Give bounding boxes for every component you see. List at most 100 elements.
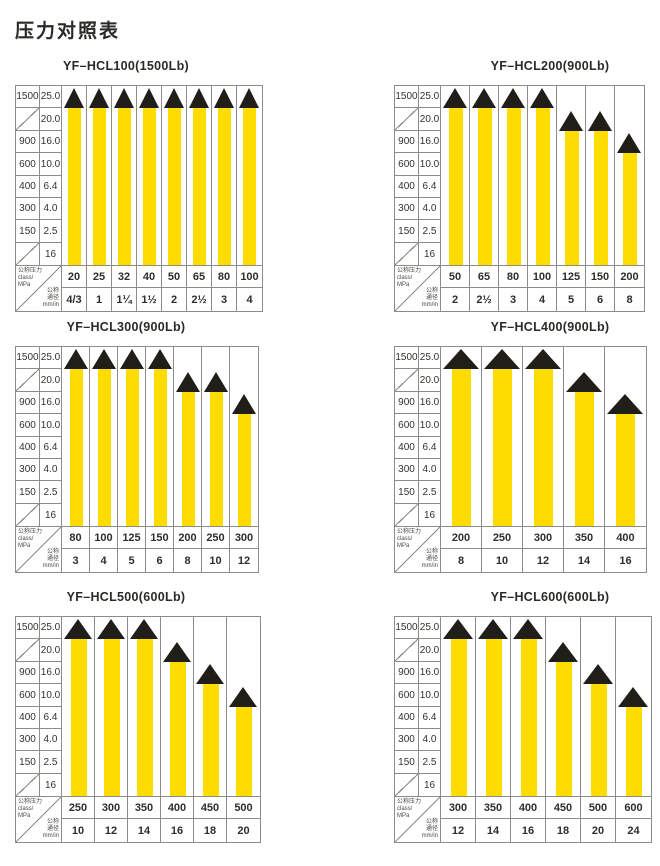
triangle-marker bbox=[64, 88, 84, 108]
pressure-value-cell: 80 bbox=[212, 265, 237, 288]
corner-diameter-label: 公称 通径 mm/in bbox=[422, 549, 438, 570]
diameter-value-cell: 1½ bbox=[137, 288, 162, 311]
pressure-class-tick-cell: 400 bbox=[16, 707, 40, 729]
diameter-value-cell: 4 bbox=[90, 549, 118, 572]
mpa-tick-cell: 4.0 bbox=[419, 198, 441, 220]
triangle-marker bbox=[617, 133, 641, 153]
corner-diameter-label: 公称 通径 mm/in bbox=[422, 819, 438, 840]
triangle-marker bbox=[583, 664, 613, 684]
pressure-class-tick-cell bbox=[395, 108, 419, 131]
bar-column bbox=[230, 347, 258, 526]
triangle-marker bbox=[588, 111, 612, 131]
pressure-class-tick-cell: 150 bbox=[395, 220, 419, 243]
triangle-marker bbox=[525, 349, 561, 369]
corner-diameter-label: 公称 通径 mm/in bbox=[43, 288, 59, 309]
mpa-tick-cell: 10.0 bbox=[419, 153, 441, 176]
triangle-marker bbox=[120, 349, 144, 369]
triangle-marker bbox=[92, 349, 116, 369]
bar-column bbox=[528, 86, 557, 265]
bar-column bbox=[87, 86, 112, 265]
chart-title: YF–HCL400(900Lb) bbox=[490, 320, 610, 334]
chart-title: YF–HCL300(900Lb) bbox=[66, 320, 186, 334]
mpa-tick-cell: 2.5 bbox=[40, 751, 62, 774]
corner-diameter-line: 公称 bbox=[46, 549, 59, 556]
pressure-value-cell: 20 bbox=[62, 265, 87, 288]
bar-column bbox=[564, 347, 605, 526]
pressure-class-tick-cell: 900 bbox=[16, 392, 40, 414]
pressure-bar bbox=[493, 366, 512, 526]
mpa-tick-cell: 4.0 bbox=[40, 198, 62, 220]
pressure-value-cell: 300 bbox=[523, 526, 564, 549]
bar-column bbox=[194, 617, 227, 796]
mpa-tick-cell: 10.0 bbox=[40, 684, 62, 707]
pressure-bar bbox=[203, 681, 219, 796]
chart-panel-2: YF–HCL200(900Lb) 1500 25.0 20.0 900 16.0 600 10… bbox=[394, 59, 645, 312]
triangle-marker bbox=[163, 642, 191, 662]
bar-column bbox=[128, 617, 161, 796]
triangle-marker bbox=[214, 88, 234, 108]
pressure-value-cell: 350 bbox=[476, 796, 511, 819]
chart-title: YF–HCL500(600Lb) bbox=[66, 590, 186, 604]
bar-column bbox=[441, 347, 482, 526]
triangle-marker bbox=[618, 687, 648, 707]
chart-grid: 1500 25.0 20.0 900 16.0 600 10.0 400 6.4 300 4.0 15… bbox=[394, 346, 647, 573]
pressure-class-tick-cell: 1500 bbox=[395, 347, 419, 369]
pressure-class-tick-cell: 1500 bbox=[395, 86, 419, 108]
corner-diameter-line: 通径 bbox=[425, 556, 438, 563]
mpa-tick-cell: 2.5 bbox=[40, 220, 62, 243]
mpa-tick-cell: 16.0 bbox=[40, 662, 62, 684]
corner-pressure-line: class/ bbox=[397, 805, 413, 812]
pressure-class-tick-cell: 300 bbox=[395, 198, 419, 220]
diameter-value-cell: 16 bbox=[161, 819, 194, 842]
mpa-tick-cell: 16 bbox=[40, 243, 62, 265]
corner-pressure-line: MPa bbox=[18, 812, 31, 819]
bar-column bbox=[615, 86, 644, 265]
diameter-value-cell: 14 bbox=[128, 819, 161, 842]
pressure-bar bbox=[182, 389, 195, 526]
corner-pressure-label: 公称压力 class/MPa bbox=[18, 268, 42, 289]
mpa-tick-cell: 16.0 bbox=[419, 662, 441, 684]
diameter-value-cell: 8 bbox=[174, 549, 202, 572]
pressure-class-tick-cell: 900 bbox=[395, 662, 419, 684]
triangle-marker bbox=[176, 372, 200, 392]
bar-column bbox=[118, 347, 146, 526]
pressure-class-tick-cell: 400 bbox=[16, 437, 40, 459]
triangle-marker bbox=[239, 88, 259, 108]
bar-column bbox=[174, 347, 202, 526]
corner-header-cell: 公称压力 class/MPa 公称 通径 mm/in bbox=[16, 265, 62, 311]
bar-column bbox=[499, 86, 528, 265]
pressure-value-cell: 150 bbox=[586, 265, 615, 288]
corner-diameter-line: 公称 bbox=[46, 819, 59, 826]
diameter-value-cell: 6 bbox=[146, 549, 174, 572]
triangle-marker bbox=[548, 642, 578, 662]
corner-diameter-line: 公称 bbox=[425, 549, 438, 556]
corner-pressure-line: MPa bbox=[397, 281, 410, 288]
pressure-value-cell: 300 bbox=[230, 526, 258, 549]
pressure-class-tick-cell: 600 bbox=[16, 414, 40, 437]
bar-column bbox=[95, 617, 128, 796]
chart-panel-3: YF–HCL300(900Lb) 1500 25.0 20.0 900 16.0 600 10… bbox=[15, 320, 259, 573]
corner-diameter-line: mm/in bbox=[421, 563, 438, 570]
pressure-bar bbox=[594, 128, 608, 265]
pressure-bar bbox=[238, 411, 251, 526]
mpa-tick-cell: 25.0 bbox=[40, 86, 62, 108]
diameter-value-cell: 5 bbox=[118, 549, 146, 572]
corner-diameter-line: 公称 bbox=[425, 288, 438, 295]
diameter-value-cell: 20 bbox=[237, 824, 250, 837]
corner-pressure-line: 公称压力 bbox=[397, 529, 422, 535]
bar-column bbox=[202, 347, 230, 526]
diameter-value-cell: 8 bbox=[441, 549, 482, 572]
bar-column bbox=[162, 86, 187, 265]
mpa-tick-cell: 6.4 bbox=[40, 437, 62, 459]
bar-column bbox=[237, 86, 262, 265]
pressure-value-cell: 400 bbox=[511, 796, 546, 819]
pressure-bar bbox=[591, 681, 607, 796]
chart-grid: 1500 25.0 20.0 900 16.0 600 10.0 400 6.4 300 4.0 15… bbox=[15, 346, 259, 573]
pressure-value-cell: 450 bbox=[194, 796, 227, 819]
mpa-tick-cell: 4.0 bbox=[419, 459, 441, 481]
triangle-marker bbox=[443, 88, 467, 108]
pressure-value-cell: 350 bbox=[128, 796, 161, 819]
mpa-tick-cell: 6.4 bbox=[419, 707, 441, 729]
triangle-marker bbox=[559, 111, 583, 131]
corner-diameter-label: 公称 通径 mm/in bbox=[422, 288, 438, 309]
